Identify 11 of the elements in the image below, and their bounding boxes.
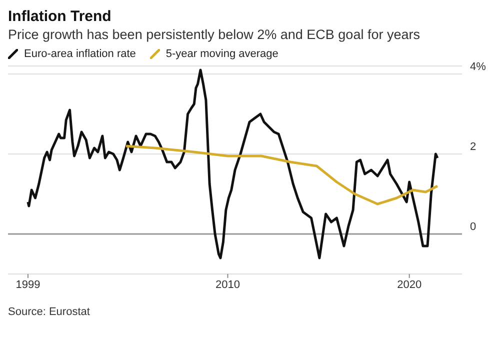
x-tick-label: 2010 [215, 278, 240, 291]
source-note: Source: Eurostat [8, 306, 91, 318]
y-tick-label: 4% [470, 60, 486, 73]
y-tick-label: 0 [470, 220, 476, 233]
legend-label: 5-year moving average [166, 48, 278, 60]
chart-title: Inflation Trend [8, 8, 112, 26]
x-tick-label: 2020 [397, 278, 422, 291]
y-tick-label: 2 [470, 140, 476, 153]
legend-label: Euro-area inflation rate [24, 48, 136, 60]
x-tick-label: 1999 [16, 278, 40, 291]
chart-subtitle: Price growth has been persistently below 2% and ECB goal for years [8, 26, 421, 44]
